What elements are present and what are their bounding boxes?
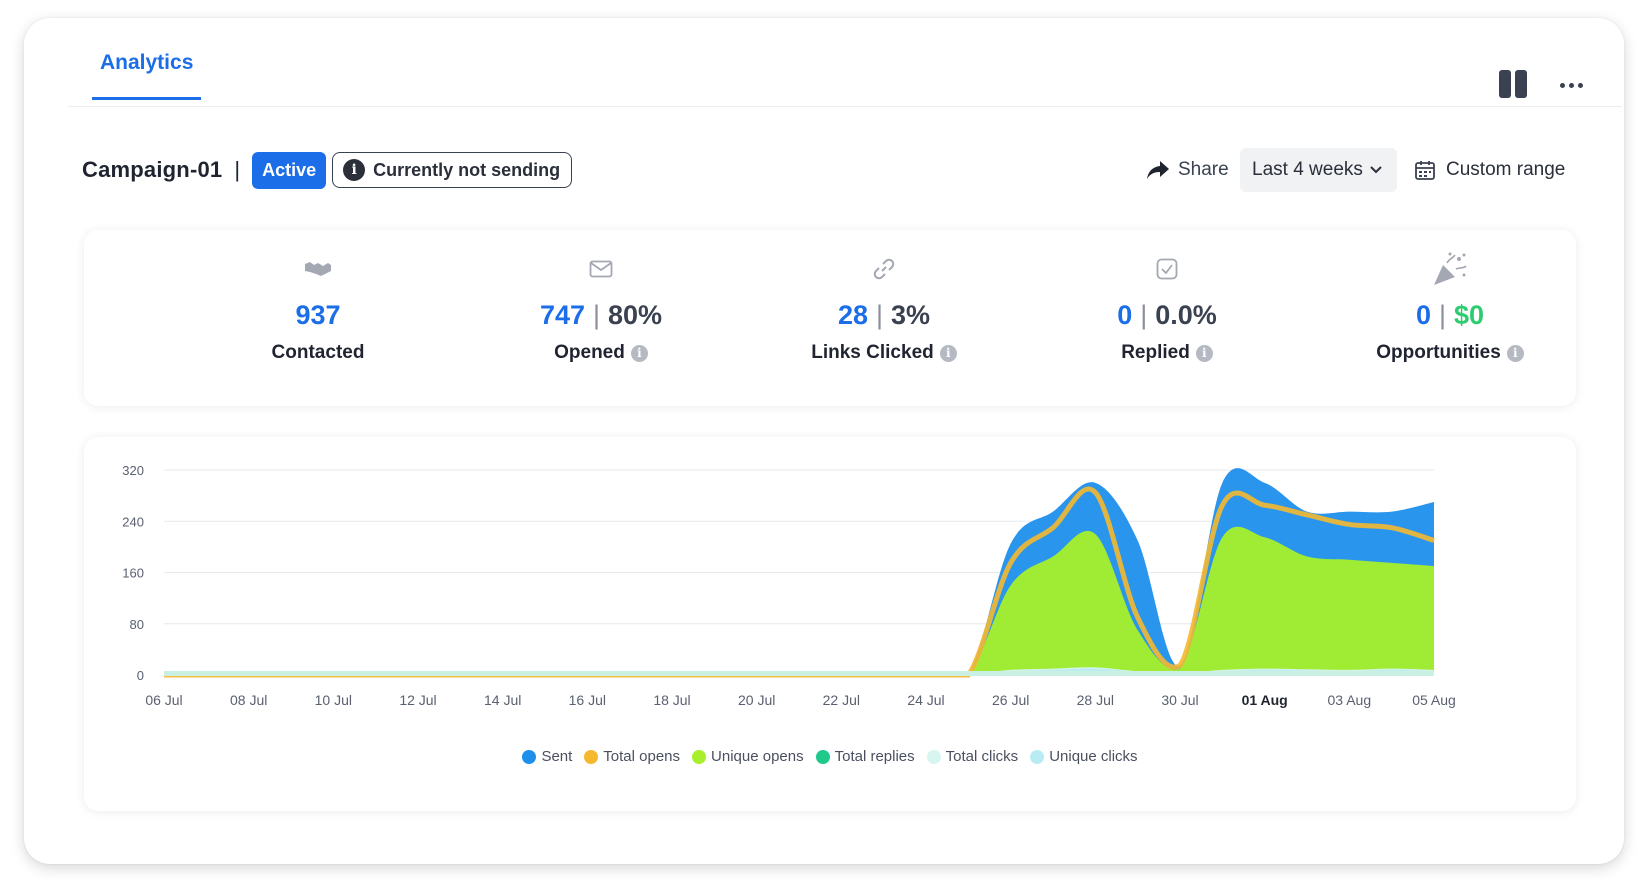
legend-item[interactable]: Total replies bbox=[815, 748, 915, 765]
legend-dot bbox=[926, 749, 941, 764]
y-tick-label: 240 bbox=[122, 514, 144, 529]
stats-panel: 937 Contacted 747 | 80% Opened i 28 | 3% Link… bbox=[84, 230, 1576, 406]
opened-label: Opened bbox=[554, 342, 625, 363]
legend-label: Unique opens bbox=[711, 748, 804, 765]
x-tick-label: 30 Jul bbox=[1161, 692, 1198, 708]
stat-opportunities: 0 | $0 Opportunities i bbox=[1300, 230, 1600, 406]
value-divider: | bbox=[593, 300, 601, 330]
x-tick-label: 05 Aug bbox=[1412, 692, 1456, 708]
value-divider: | bbox=[1438, 300, 1446, 330]
legend-item[interactable]: Total opens bbox=[584, 748, 680, 765]
legend-label: Total clicks bbox=[945, 748, 1019, 765]
opportunities-money: $0 bbox=[1454, 300, 1485, 330]
y-tick-label: 80 bbox=[130, 617, 144, 632]
checkbox-icon bbox=[1017, 252, 1317, 286]
replied-rate: 0.0% bbox=[1155, 300, 1217, 330]
x-tick-label: 20 Jul bbox=[738, 692, 775, 708]
legend-label: Sent bbox=[541, 748, 573, 765]
custom-range-label: Custom range bbox=[1446, 159, 1566, 180]
x-tick-label: 01 Aug bbox=[1242, 692, 1288, 708]
calendar-icon bbox=[1415, 161, 1435, 180]
legend-label: Total replies bbox=[834, 748, 915, 765]
handshake-icon bbox=[168, 252, 468, 286]
chart-panel: 0 80 160 240 320 06 Jul 08 Jul 10 Jul 12 Jul 14 J… bbox=[84, 437, 1576, 811]
custom-range-button[interactable]: Custom range bbox=[1414, 148, 1565, 192]
stat-opened: 747 | 80% Opened i bbox=[451, 230, 751, 406]
share-label: Share bbox=[1178, 159, 1229, 180]
info-icon: i bbox=[343, 159, 366, 181]
legend-dot bbox=[815, 749, 830, 764]
x-tick-label: 08 Jul bbox=[230, 692, 267, 708]
link-icon bbox=[734, 252, 1034, 286]
party-popper-icon bbox=[1300, 252, 1600, 286]
info-icon[interactable]: i bbox=[1506, 344, 1524, 362]
stat-replied: 0 | 0.0% Replied i bbox=[1017, 230, 1317, 406]
columns-icon[interactable] bbox=[1499, 70, 1527, 98]
analytics-chart: 0 80 160 240 320 06 Jul 08 Jul 10 Jul 12 Jul 14 J… bbox=[122, 463, 1456, 708]
y-tick-label: 160 bbox=[122, 566, 144, 581]
value-divider: | bbox=[1140, 300, 1148, 330]
x-tick-label: 06 Jul bbox=[145, 692, 182, 708]
y-tick-label: 320 bbox=[122, 463, 144, 478]
x-tick-label: 16 Jul bbox=[569, 692, 606, 708]
more-options-icon[interactable] bbox=[1560, 78, 1586, 92]
stat-contacted: 937 Contacted bbox=[168, 230, 468, 406]
value-divider: | bbox=[876, 300, 884, 330]
links-clicked-label: Links Clicked bbox=[811, 342, 934, 363]
legend-dot bbox=[692, 749, 707, 764]
status-badge[interactable]: Active bbox=[252, 151, 327, 189]
opened-rate: 80% bbox=[608, 300, 663, 330]
x-tick-label: 24 Jul bbox=[907, 692, 944, 708]
opportunities-count: 0 bbox=[1415, 300, 1431, 330]
legend-label: Unique clicks bbox=[1049, 748, 1138, 765]
opened-count: 747 bbox=[539, 300, 585, 330]
legend-dot bbox=[522, 749, 537, 764]
legend-item[interactable]: Unique opens bbox=[692, 748, 804, 765]
tab-analytics[interactable]: Analytics bbox=[92, 51, 202, 100]
x-tick-label: 14 Jul bbox=[484, 692, 521, 708]
sending-status-label: Currently not sending bbox=[373, 159, 561, 180]
envelope-icon bbox=[451, 252, 751, 286]
links-clicked-rate: 3% bbox=[891, 300, 931, 330]
campaign-header: Campaign-01 | Active i Currently not sen… bbox=[82, 150, 573, 190]
opportunities-label: Opportunities bbox=[1376, 342, 1501, 363]
legend-item[interactable]: Sent bbox=[522, 748, 572, 765]
links-clicked-count: 28 bbox=[837, 300, 868, 330]
x-tick-label: 26 Jul bbox=[992, 692, 1029, 708]
series-area-unique-opens bbox=[164, 526, 1434, 675]
campaign-separator: | bbox=[234, 157, 241, 182]
date-range-select[interactable]: Last 4 weeks bbox=[1240, 148, 1397, 192]
date-range-value: Last 4 weeks bbox=[1252, 159, 1363, 180]
x-tick-label: 28 Jul bbox=[1077, 692, 1114, 708]
info-icon[interactable]: i bbox=[1195, 344, 1213, 362]
share-icon bbox=[1147, 161, 1169, 179]
campaign-name: Campaign-01 bbox=[82, 157, 223, 182]
tab-bar: Analytics bbox=[68, 18, 1622, 107]
stat-links-clicked: 28 | 3% Links Clicked i bbox=[734, 230, 1034, 406]
sending-status-badge[interactable]: i Currently not sending bbox=[332, 152, 573, 188]
legend-label: Total opens bbox=[603, 748, 681, 765]
share-button[interactable]: Share bbox=[1146, 148, 1229, 192]
chart-legend: Sent Total opens Unique opens Total replies… bbox=[84, 748, 1576, 765]
x-tick-label: 18 Jul bbox=[653, 692, 690, 708]
replied-count: 0 bbox=[1117, 300, 1133, 330]
x-tick-label: 10 Jul bbox=[315, 692, 352, 708]
info-icon[interactable]: i bbox=[630, 344, 648, 362]
x-tick-label: 12 Jul bbox=[399, 692, 436, 708]
x-tick-label: 22 Jul bbox=[823, 692, 860, 708]
chevron-down-icon bbox=[1370, 166, 1382, 174]
legend-item[interactable]: Unique clicks bbox=[1030, 748, 1138, 765]
legend-dot bbox=[584, 749, 599, 764]
baseline-strip bbox=[164, 671, 1434, 676]
contacted-count: 937 bbox=[295, 300, 341, 330]
legend-item[interactable]: Total clicks bbox=[926, 748, 1019, 765]
x-tick-label: 03 Aug bbox=[1328, 692, 1372, 708]
contacted-label: Contacted bbox=[271, 342, 365, 363]
legend-dot bbox=[1030, 749, 1045, 764]
info-icon[interactable]: i bbox=[939, 344, 957, 362]
replied-label: Replied bbox=[1121, 342, 1190, 363]
y-tick-label: 0 bbox=[137, 668, 144, 683]
